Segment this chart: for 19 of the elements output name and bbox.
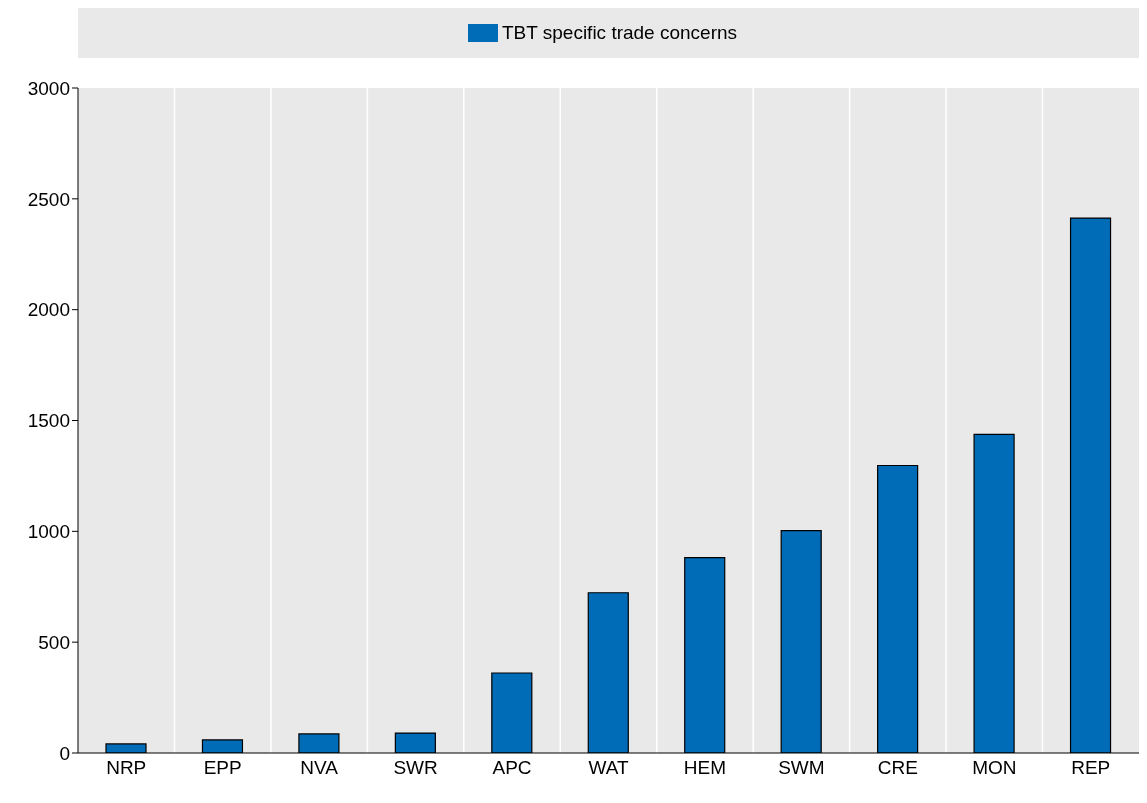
x-tick-label: CRE [877, 757, 918, 779]
x-tick-label: MON [972, 757, 1017, 779]
x-tick-label: APC [492, 757, 532, 779]
y-tick-label: 500 [38, 631, 70, 653]
y-tick-label: 0 [59, 742, 70, 764]
x-tick-label: NVA [300, 757, 339, 779]
y-tick-label: 1000 [27, 521, 70, 543]
x-tick-label: SWM [778, 757, 825, 779]
x-tick-label: EPP [203, 757, 242, 779]
x-tick-label: WAT [588, 757, 629, 779]
x-tick-label: REP [1071, 757, 1111, 779]
x-tick-label: HEM [683, 757, 727, 779]
x-tick-label: SWR [393, 757, 438, 779]
legend-label: TBT specific trade concerns [500, 22, 738, 44]
y-tick-label: 1500 [27, 410, 70, 432]
y-tick-label: 2500 [27, 188, 70, 210]
x-tick-label: NRP [106, 757, 147, 779]
y-tick-label: 3000 [27, 77, 70, 99]
y-tick-label: 2000 [27, 299, 70, 321]
